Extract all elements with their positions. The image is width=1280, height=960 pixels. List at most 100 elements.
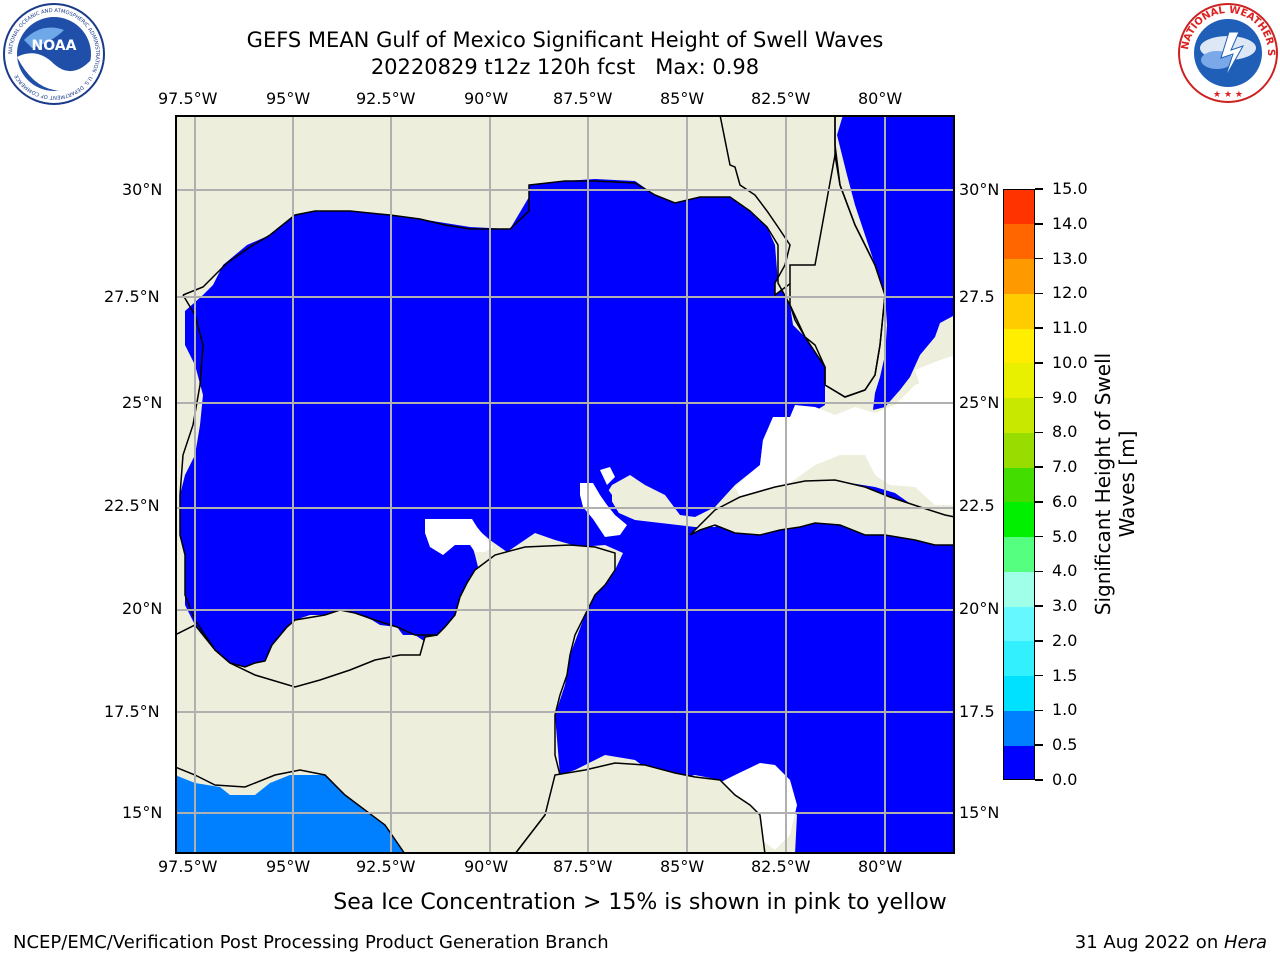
colorbar-tick-mark bbox=[1035, 396, 1043, 399]
lon-label-bottom: 87.5°W bbox=[553, 857, 613, 876]
colorbar-tick-mark bbox=[1035, 709, 1043, 712]
colorbar-segment bbox=[1003, 362, 1035, 399]
colorbar-tick-mark bbox=[1035, 362, 1043, 364]
lon-label-top: 80°W bbox=[858, 89, 903, 108]
cuba-land bbox=[689, 479, 956, 546]
lon-label-top: 97.5°W bbox=[158, 89, 218, 108]
colorbar-ticks: 0.0 0.5 1.0 1.5 2.0 3.0 4.0 5.0 6.0 7.0 8.0 9.0 10.0… bbox=[1035, 180, 1095, 789]
no-data-gap-west bbox=[425, 519, 493, 555]
map-frame bbox=[175, 115, 955, 854]
footer-date-text: 31 Aug 2022 on bbox=[1074, 932, 1224, 953]
colorbar-segment bbox=[1003, 501, 1035, 538]
colorbar-segment bbox=[1003, 640, 1035, 677]
lat-label-left: 30°N bbox=[122, 180, 163, 199]
colorbar-tick-mark bbox=[1035, 188, 1043, 190]
lat-label-left: 17.5°N bbox=[104, 702, 160, 721]
no-data-gap-cuba-straits bbox=[735, 377, 955, 505]
lat-label-left: 15°N bbox=[122, 803, 163, 822]
sea-ice-note: Sea Ice Concentration > 15% is shown in … bbox=[0, 890, 1280, 915]
colorbar-tick-label: 15.0 bbox=[1052, 179, 1088, 198]
gulf-coastline bbox=[182, 115, 886, 398]
colorbar-tick-label: 8.0 bbox=[1052, 422, 1078, 442]
lon-label-bottom: 82.5°W bbox=[751, 857, 811, 876]
colorbar-tick-mark bbox=[1035, 466, 1043, 468]
colorbar-tick-label: 4.0 bbox=[1052, 561, 1078, 581]
yucatan-land bbox=[174, 544, 616, 855]
lat-label-right: 27.5 bbox=[959, 287, 995, 306]
no-data-bahamas bbox=[913, 355, 955, 415]
colorbar-label: Significant Height of Swell Waves [m] bbox=[1091, 352, 1139, 616]
colorbar-segment bbox=[1003, 189, 1035, 225]
colorbar-tick-label: 7.0 bbox=[1052, 457, 1078, 477]
colorbar-segment bbox=[1003, 675, 1035, 711]
lon-label-top: 92.5°W bbox=[356, 89, 416, 108]
colorbar-tick-label: 10.0 bbox=[1052, 352, 1088, 372]
lat-label-right: 30°N bbox=[959, 180, 1000, 199]
lon-label-bottom: 85°W bbox=[660, 857, 705, 876]
lat-label-left: 22.5°N bbox=[104, 496, 160, 515]
graticule bbox=[175, 115, 955, 854]
colorbar-segment bbox=[1003, 293, 1035, 329]
footer-machine: Hera bbox=[1223, 932, 1267, 953]
lat-label-left: 20°N bbox=[122, 599, 163, 618]
lat-label-right: 25°N bbox=[959, 393, 1000, 412]
colorbar-tick-mark bbox=[1035, 605, 1043, 607]
nws-logo: NATIONAL WEATHER SERVICE ★ ★ ★ bbox=[1173, 0, 1279, 108]
noaa-logo: NOAA NATIONAL OCEANIC AND ATMOSPHERIC AD… bbox=[2, 2, 106, 110]
colorbar-tick-label: 1.5 bbox=[1052, 665, 1078, 685]
colorbar-tick-mark bbox=[1035, 640, 1043, 642]
footer-credit: NCEP/EMC/Verification Post Processing Pr… bbox=[13, 932, 609, 953]
colorbar-tick-label: 14.0 bbox=[1052, 213, 1088, 233]
lon-label-bottom: 95°W bbox=[266, 857, 311, 876]
colorbar-tick-mark bbox=[1035, 501, 1043, 503]
colorbar-tick-label: 3.0 bbox=[1052, 596, 1078, 616]
lon-label-bottom: 97.5°W bbox=[158, 857, 218, 876]
lat-label-right: 17.5 bbox=[959, 702, 995, 721]
colorbar-tick-mark bbox=[1035, 292, 1043, 295]
lon-label-top: 87.5°W bbox=[553, 89, 613, 108]
swell-field-atlantic bbox=[837, 115, 955, 410]
colorbar-segment bbox=[1003, 745, 1035, 781]
lat-label-left: 25°N bbox=[122, 393, 163, 412]
colorbar-tick-label: 5.0 bbox=[1052, 526, 1078, 546]
lon-label-top: 82.5°W bbox=[751, 89, 811, 108]
lat-label-right: 20°N bbox=[959, 599, 1000, 618]
lon-label-bottom: 90°W bbox=[464, 857, 509, 876]
colorbar-tick-label: 6.0 bbox=[1052, 491, 1078, 511]
colorbar-segment bbox=[1003, 223, 1035, 259]
no-data-gap-small bbox=[600, 467, 615, 485]
map-subtitle: 20220829 t12z 120h fcst Max: 0.98 bbox=[370, 55, 760, 79]
colorbar-segment bbox=[1003, 571, 1035, 607]
colorbar-segment bbox=[1003, 710, 1035, 746]
colorbar-tick-label: 0.0 bbox=[1052, 770, 1078, 789]
map-panel bbox=[174, 114, 956, 855]
colorbar-segment bbox=[1003, 258, 1035, 294]
colorbar-tick-mark bbox=[1035, 570, 1043, 573]
colorbar-tick-mark bbox=[1035, 223, 1043, 225]
colorbar-segment bbox=[1003, 432, 1035, 468]
colorbar-tick-label: 12.0 bbox=[1052, 283, 1088, 303]
swell-field-pacific bbox=[175, 775, 420, 854]
colorbar-tick-label: 9.0 bbox=[1052, 387, 1078, 407]
lat-label-left: 27.5°N bbox=[104, 287, 160, 306]
colorbar-frame bbox=[1003, 189, 1035, 780]
colorbar-tick-label: 13.0 bbox=[1052, 248, 1088, 268]
svg-text:NOAA: NOAA bbox=[32, 38, 77, 54]
colorbar-tick-mark bbox=[1035, 674, 1043, 677]
colorbar bbox=[1003, 189, 1035, 781]
colorbar-segment bbox=[1003, 536, 1035, 572]
colorbar-tick-label: 11.0 bbox=[1052, 318, 1088, 338]
colorbar-tick-mark bbox=[1035, 327, 1043, 329]
colorbar-segment bbox=[1003, 397, 1035, 433]
mexico-coastline bbox=[179, 294, 437, 668]
no-data-honduras bbox=[715, 763, 797, 850]
colorbar-segment bbox=[1003, 328, 1035, 364]
lon-label-bottom: 80°W bbox=[858, 857, 903, 876]
lat-label-right: 15°N bbox=[959, 803, 1000, 822]
colorbar-tick-label: 0.5 bbox=[1052, 735, 1078, 755]
lon-label-top: 90°W bbox=[464, 89, 509, 108]
colorbar-segments bbox=[1003, 189, 1035, 781]
swell-field-gulf bbox=[180, 179, 955, 854]
colorbar-segment bbox=[1003, 606, 1035, 642]
footer-date: 31 Aug 2022 on Hera bbox=[1075, 932, 1267, 953]
